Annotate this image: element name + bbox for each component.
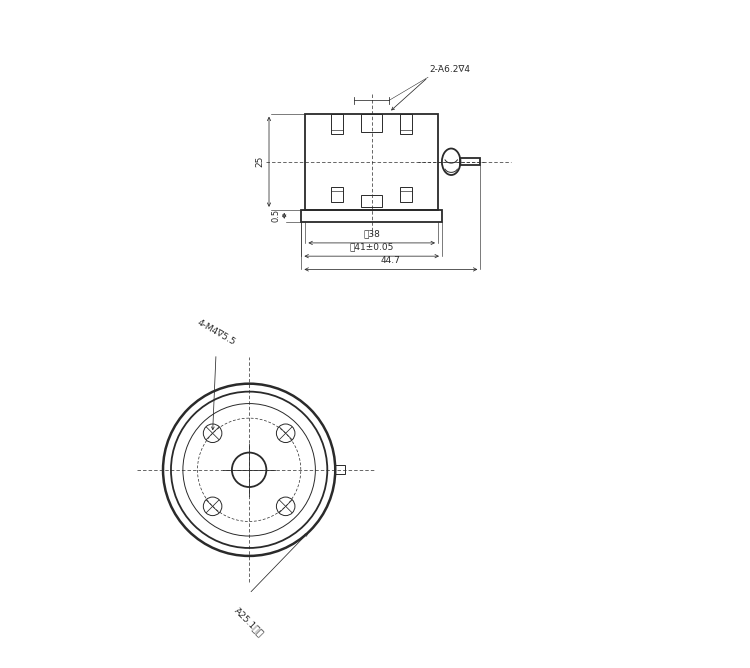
Text: ΃38: ΃38	[363, 229, 380, 238]
Bar	[400, 187, 412, 202]
Bar	[305, 114, 438, 210]
Text: 4-M4∇5.5: 4-M4∇5.5	[195, 318, 237, 347]
Text: 25: 25	[255, 156, 264, 168]
Bar	[361, 195, 382, 207]
Bar	[400, 114, 412, 134]
Bar	[332, 114, 344, 134]
Bar	[460, 158, 480, 166]
Text: 2-Ά6.2∇4: 2-Ά6.2∇4	[429, 65, 470, 74]
Text: ΃41±0.05: ΃41±0.05	[350, 242, 394, 252]
Bar	[332, 187, 344, 202]
Bar	[335, 466, 345, 474]
Bar	[361, 114, 382, 132]
Text: Ά25.1面面: Ά25.1面面	[232, 606, 266, 638]
Text: 0.5: 0.5	[272, 209, 280, 222]
Bar	[302, 210, 442, 222]
Text: 44.7: 44.7	[381, 256, 400, 265]
